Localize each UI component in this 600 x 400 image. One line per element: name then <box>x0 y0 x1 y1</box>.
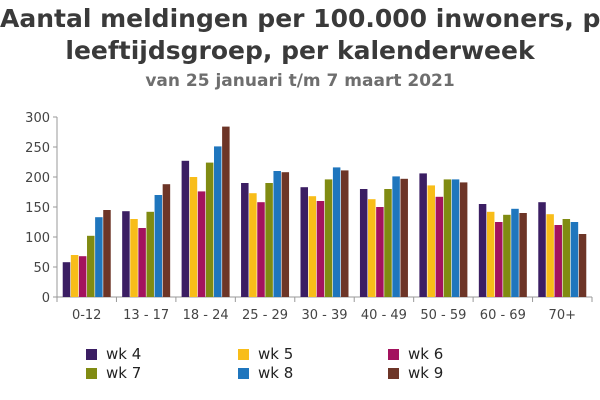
bar-wk4-4 <box>300 187 308 297</box>
bar-wk6-3 <box>257 202 265 297</box>
legend-item: wk 7 <box>86 364 141 382</box>
bar-wk4-6 <box>419 173 427 297</box>
bar-wk5-7 <box>486 211 495 297</box>
bar-wk4-8 <box>538 202 546 297</box>
bar-wk5-2 <box>189 177 198 297</box>
legend-swatch <box>86 348 97 360</box>
legend-item: wk 9 <box>388 364 443 382</box>
legend-item: wk 5 <box>238 345 293 363</box>
bar-wk7-4 <box>324 179 333 297</box>
legend-swatch <box>86 367 97 379</box>
bar-wk4-1 <box>122 211 130 297</box>
bar-wk6-2 <box>197 191 206 297</box>
bar-wk7-1 <box>146 211 154 297</box>
bar-wk5-5 <box>368 199 376 297</box>
bar-wk5-3 <box>249 193 257 297</box>
bar-wk7-5 <box>384 189 392 297</box>
y-tick-label: 100 <box>25 231 50 246</box>
legend-item: wk 4 <box>86 345 141 363</box>
legend-label: wk 9 <box>408 364 444 382</box>
bar-wk9-3 <box>281 172 290 297</box>
bar-wk5-1 <box>130 219 138 297</box>
bar-wk4-5 <box>359 189 368 297</box>
bar-wk4-3 <box>241 183 249 297</box>
legend-label: wk 7 <box>106 364 142 382</box>
bar-wk9-8 <box>578 234 587 297</box>
bar-wk9-4 <box>341 170 349 297</box>
bar-wk7-2 <box>205 162 214 297</box>
bar-wk4-0 <box>62 262 71 297</box>
bar-wk7-0 <box>87 235 95 297</box>
x-tick-label: 30 - 39 <box>301 308 347 323</box>
legend-item: wk 8 <box>238 364 293 382</box>
legend-swatch <box>238 348 249 360</box>
bar-wk9-2 <box>222 126 230 297</box>
bar-wk8-5 <box>392 176 400 297</box>
bar-wk5-8 <box>546 214 554 297</box>
x-tick-label: 40 - 49 <box>361 308 407 323</box>
bar-wk5-6 <box>427 185 435 297</box>
bar-wk7-3 <box>265 183 273 297</box>
bar-wk6-7 <box>495 222 503 297</box>
legend-label: wk 4 <box>106 345 142 363</box>
legend-label: wk 8 <box>258 364 294 382</box>
bar-wk4-7 <box>478 204 487 297</box>
x-tick-label: 70+ <box>549 308 576 323</box>
chart-subtitle: van 25 januari t/m 7 maart 2021 <box>145 71 455 91</box>
legend-item: wk 6 <box>388 345 443 363</box>
bar-wk8-7 <box>511 208 519 297</box>
bar-wk6-1 <box>138 228 146 297</box>
y-tick-label: 200 <box>25 171 50 186</box>
x-tick-label: 18 - 24 <box>183 308 229 323</box>
bar-wk7-7 <box>503 214 511 297</box>
bar-wk9-7 <box>519 213 527 297</box>
bar-wk5-4 <box>308 196 317 297</box>
legend-swatch <box>388 367 399 379</box>
y-tick-label: 300 <box>25 111 50 126</box>
y-tick-label: 250 <box>25 141 50 156</box>
legend-label: wk 5 <box>258 345 294 363</box>
bar-wk8-1 <box>154 195 163 297</box>
y-tick-label: 0 <box>42 291 50 306</box>
bar-wk6-8 <box>554 225 562 297</box>
bar-wk9-5 <box>400 178 408 297</box>
x-tick-label: 0-12 <box>72 308 102 323</box>
legend-swatch <box>388 348 399 360</box>
bar-wk6-0 <box>78 256 87 297</box>
bar-wk8-0 <box>95 217 103 297</box>
bar-wk6-4 <box>316 201 325 297</box>
bar-wk8-8 <box>570 222 579 297</box>
legend-label: wk 6 <box>408 345 444 363</box>
y-tick-label: 50 <box>33 261 50 276</box>
chart-title-line-2: leeftijdsgroep, per kalenderweek <box>65 36 535 65</box>
x-tick-label: 25 - 29 <box>242 308 288 323</box>
bar-wk8-3 <box>273 171 281 297</box>
bar-wk8-2 <box>214 146 222 297</box>
chart-title-line-1: Aantal meldingen per 100.000 inwoners, p… <box>0 4 600 33</box>
y-tick-label: 150 <box>25 201 50 216</box>
bar-wk8-6 <box>451 179 460 297</box>
bar-wk5-0 <box>70 255 79 297</box>
bar-wk9-6 <box>459 182 468 297</box>
bar-wk9-0 <box>103 210 111 297</box>
bar-wk7-6 <box>443 179 452 297</box>
x-tick-label: 13 - 17 <box>123 308 169 323</box>
x-tick-label: 50 - 59 <box>420 308 466 323</box>
bar-wk9-1 <box>162 184 171 297</box>
bar-wk6-5 <box>376 207 384 297</box>
bar-wk7-8 <box>562 219 571 297</box>
bar-wk4-2 <box>181 160 190 297</box>
legend-swatch <box>238 367 249 379</box>
x-tick-label: 60 - 69 <box>480 308 526 323</box>
bar-wk6-6 <box>435 196 444 297</box>
bar-wk8-4 <box>332 167 341 297</box>
